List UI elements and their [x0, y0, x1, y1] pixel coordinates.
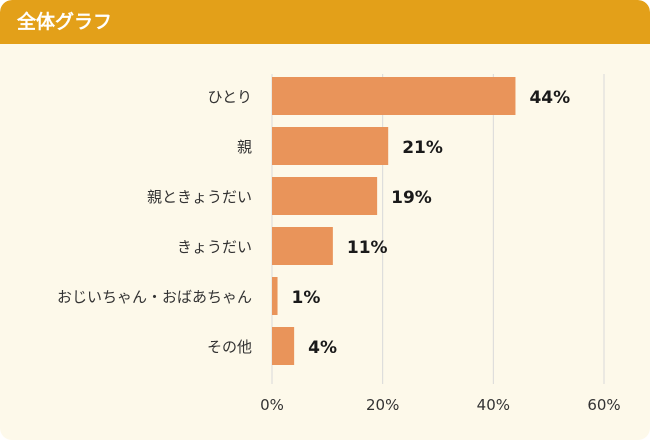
- category-label: ひとり: [207, 88, 252, 106]
- data-label: 44%: [529, 88, 570, 108]
- data-label: 19%: [391, 188, 432, 208]
- category-label: その他: [207, 338, 252, 356]
- bar: [272, 77, 516, 115]
- category-label: おじいちゃん・おばあちゃん: [57, 288, 252, 306]
- data-label: 4%: [308, 338, 337, 358]
- x-tick-label: 60%: [587, 396, 620, 414]
- card-header: 全体グラフ: [0, 0, 650, 44]
- data-label: 21%: [402, 138, 443, 158]
- chart-title: 全体グラフ: [17, 11, 113, 33]
- data-label: 11%: [347, 238, 388, 258]
- x-tick-label: 0%: [260, 396, 284, 414]
- category-label: きょうだい: [177, 238, 252, 256]
- category-label: 親ときょうだい: [147, 188, 252, 206]
- bar: [272, 277, 278, 315]
- x-tick-label: 20%: [366, 396, 399, 414]
- bar: [272, 127, 389, 165]
- bar: [272, 327, 295, 365]
- category-label: 親: [237, 138, 252, 156]
- x-tick-label: 40%: [477, 396, 510, 414]
- bar: [272, 177, 378, 215]
- data-label: 1%: [292, 288, 321, 308]
- bar: [272, 227, 333, 265]
